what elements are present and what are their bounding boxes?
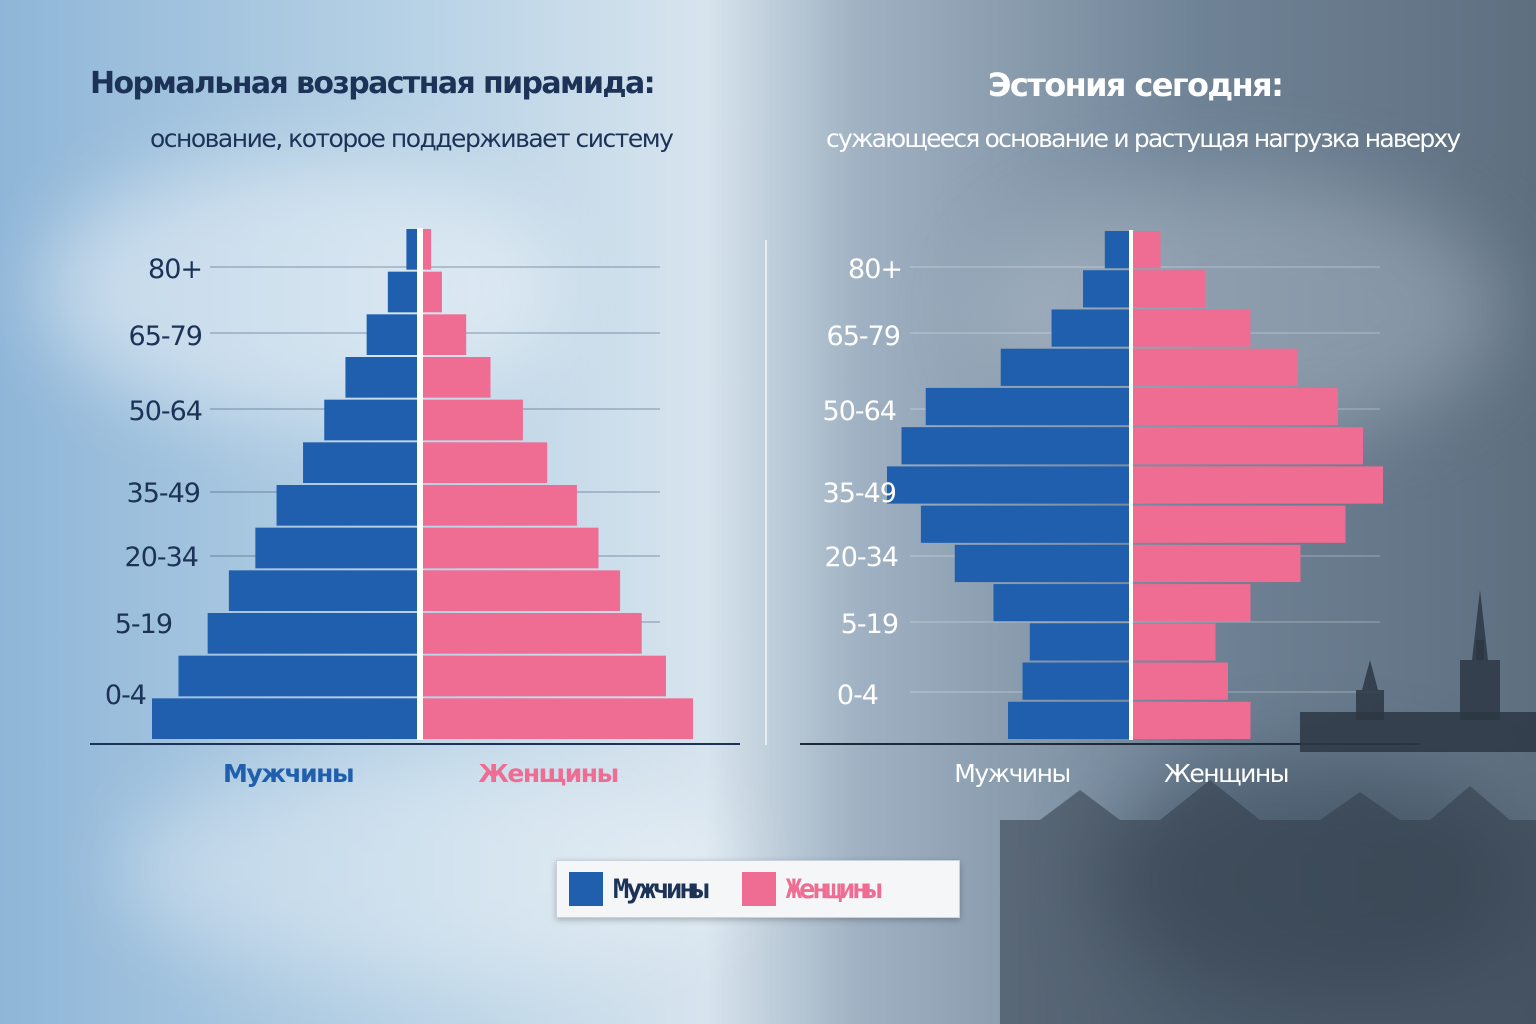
right-tick-label: 0-4 — [837, 680, 878, 711]
right-tick-label: 80+ — [848, 254, 902, 285]
right-chart-subtitle: сужающееся основание и растущая нагрузка… — [826, 124, 1461, 153]
male-bar — [1022, 662, 1129, 700]
left-female-axis-label: Женщины — [478, 759, 617, 788]
right-male-axis-label: Мужчины — [954, 759, 1070, 788]
male-bar — [276, 485, 417, 526]
male-bar — [255, 527, 417, 569]
left-tick-label: 5-19 — [115, 609, 172, 640]
female-bar — [423, 698, 693, 739]
male-bar — [387, 271, 417, 313]
legend-female-label: Женщины — [785, 873, 882, 905]
male-bar — [207, 613, 417, 654]
left-tick-label: 65-79 — [129, 321, 202, 352]
male-bar — [406, 229, 417, 270]
right-tick-label: 50-64 — [823, 396, 896, 427]
male-bar — [366, 314, 417, 355]
left-tick-label: 80+ — [148, 254, 202, 285]
male-bar — [1083, 270, 1129, 308]
female-bar — [423, 527, 599, 569]
female-bar — [423, 570, 621, 611]
male-bar — [345, 357, 417, 398]
female-bar — [423, 357, 491, 398]
female-bar — [423, 442, 548, 483]
female-bar — [1133, 270, 1206, 308]
right-tick-label: 65-79 — [827, 321, 900, 352]
town-silhouette — [1000, 780, 1536, 1024]
left-chart-subtitle: основание, которое поддерживает систему — [150, 124, 674, 153]
legend: Мужчины Женщины — [556, 860, 960, 918]
left-tick-labels: 0-4 5-19 20-34 35-49 50-64 65-79 80+ — [105, 254, 203, 711]
male-bar — [324, 399, 417, 441]
left-tick-label: 50-64 — [129, 396, 202, 427]
female-bar — [1133, 662, 1228, 700]
right-tick-labels: 0-4 5-19 20-34 35-49 50-64 65-79 80+ — [823, 254, 903, 711]
legend-male-swatch — [569, 872, 603, 906]
left-tick-label: 35-49 — [127, 478, 200, 509]
female-bar — [423, 613, 642, 654]
female-bar — [1133, 387, 1338, 426]
female-bar — [1133, 427, 1363, 465]
male-bar — [1000, 348, 1129, 386]
male-bar — [925, 387, 1129, 426]
female-bar — [1133, 505, 1346, 543]
female-bar — [1133, 231, 1161, 269]
male-bar — [1029, 623, 1129, 661]
female-bar — [1133, 584, 1251, 622]
female-bar — [1133, 466, 1383, 504]
female-bar — [423, 314, 467, 355]
left-chart-title: Нормальная возрастная пирамида: — [90, 66, 656, 101]
male-bar — [993, 584, 1129, 622]
right-tick-label: 20-34 — [825, 542, 898, 573]
right-bars — [887, 230, 1383, 740]
female-bar — [423, 271, 442, 313]
left-bars — [152, 228, 693, 740]
female-bar — [423, 655, 666, 697]
male-bar — [303, 442, 417, 483]
town-silhouette — [1300, 590, 1536, 752]
left-male-axis-label: Мужчины — [223, 759, 353, 788]
male-bar — [1051, 309, 1129, 347]
female-bar — [423, 399, 523, 441]
left-tick-label: 20-34 — [125, 542, 198, 573]
right-tick-label: 5-19 — [841, 609, 898, 640]
female-bar — [1133, 348, 1298, 386]
male-bar — [887, 466, 1129, 504]
legend-female-swatch — [741, 872, 776, 906]
female-bar — [423, 229, 432, 270]
right-tick-label: 35-49 — [823, 478, 896, 509]
left-tick-label: 0-4 — [105, 680, 146, 711]
male-bar — [920, 505, 1129, 543]
female-bar — [1133, 623, 1216, 661]
male-bar — [178, 655, 417, 697]
right-female-axis-label: Женщины — [1164, 759, 1288, 788]
female-bar — [423, 485, 577, 526]
male-bar — [954, 544, 1129, 583]
legend-male-label: Мужчины — [613, 873, 709, 905]
male-bar — [1104, 231, 1129, 269]
male-bar — [228, 570, 417, 611]
male-bar — [1008, 701, 1129, 739]
female-bar — [1133, 309, 1251, 347]
male-bar — [901, 427, 1129, 465]
female-bar — [1133, 544, 1301, 583]
right-chart-title: Эстония сегодня: — [988, 66, 1284, 104]
male-bar — [152, 698, 417, 739]
female-bar — [1133, 701, 1251, 739]
